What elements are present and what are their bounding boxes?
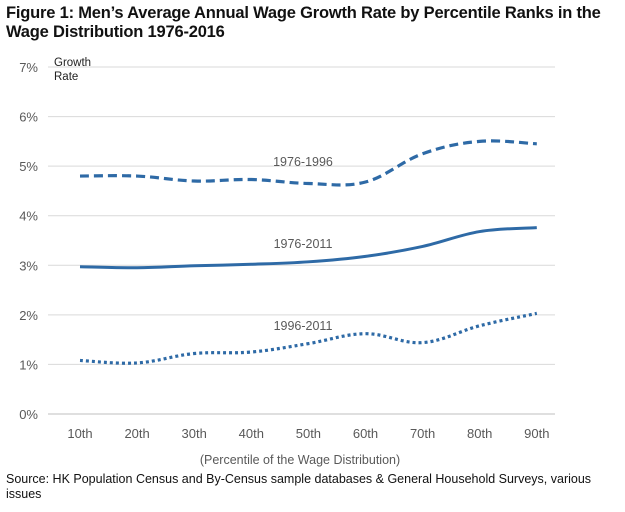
chart-title: Figure 1: Men’s Average Annual Wage Grow… [6,4,601,41]
series-label: 1976-1996 [273,155,333,169]
data-point [421,341,425,345]
series-label: 1976-2011 [274,237,333,251]
y-axis-label-line-1: Growth [54,57,91,69]
series-labels: 1976-1996 1976-2011 1996-2011 [273,155,333,333]
data-point [249,262,253,266]
data-point [535,142,539,146]
data-point [364,180,368,184]
line-chart: 0% 1% 2% 3% 4% 5% 6% 7% 10th 20th 30th 40th 50th 60t… [19,57,555,467]
data-point [421,244,425,248]
y-tick-label: 1% [19,357,38,372]
series-line-1976-2011 [79,226,537,270]
data-point [192,264,196,268]
x-axis-ticks: 10th 20th 30th 40th 50th 60th 70th 80th 90th [67,426,549,441]
data-point [535,311,539,315]
x-tick-label: 60th [353,426,378,441]
gridlines [48,66,555,415]
y-tick-label: 5% [19,159,38,174]
data-point [478,324,482,328]
x-tick-label: 30th [182,426,207,441]
data-point [249,178,253,182]
data-point [135,361,139,365]
y-tick-label: 7% [19,60,38,75]
data-point [135,174,139,178]
data-point [192,179,196,183]
data-point [306,181,310,185]
data-point [421,152,425,156]
data-point [135,266,139,270]
series-line-1976-1996 [79,139,537,187]
data-point [78,265,82,269]
series-label: 1996-2011 [274,319,333,333]
series-lines [78,139,539,365]
x-tick-label: 90th [524,426,549,441]
y-tick-label: 0% [19,407,38,422]
y-axis-label-line-2: Rate [54,71,78,83]
data-point [249,350,253,354]
data-point [478,230,482,234]
data-point [306,342,310,346]
x-axis-label: (Percentile of the Wage Distribution) [200,453,400,467]
data-point [535,226,539,230]
y-tick-label: 4% [19,209,38,224]
y-tick-label: 2% [19,308,38,323]
x-tick-label: 10th [67,426,92,441]
y-tick-label: 3% [19,258,38,273]
x-tick-label: 80th [467,426,492,441]
data-point [78,358,82,362]
data-point [78,174,82,178]
data-point [478,139,482,143]
x-tick-label: 50th [296,426,321,441]
y-axis-ticks: 0% 1% 2% 3% 4% 5% 6% 7% [19,60,38,422]
x-tick-label: 40th [239,426,264,441]
source-note: Source: HK Population Census and By-Cens… [6,472,592,501]
data-point [306,260,310,264]
y-tick-label: 6% [19,110,38,125]
data-point [364,254,368,258]
x-tick-label: 20th [124,426,149,441]
data-point [192,352,196,356]
x-tick-label: 70th [410,426,435,441]
data-point [364,332,368,336]
series-line-1996-2011 [79,311,538,365]
